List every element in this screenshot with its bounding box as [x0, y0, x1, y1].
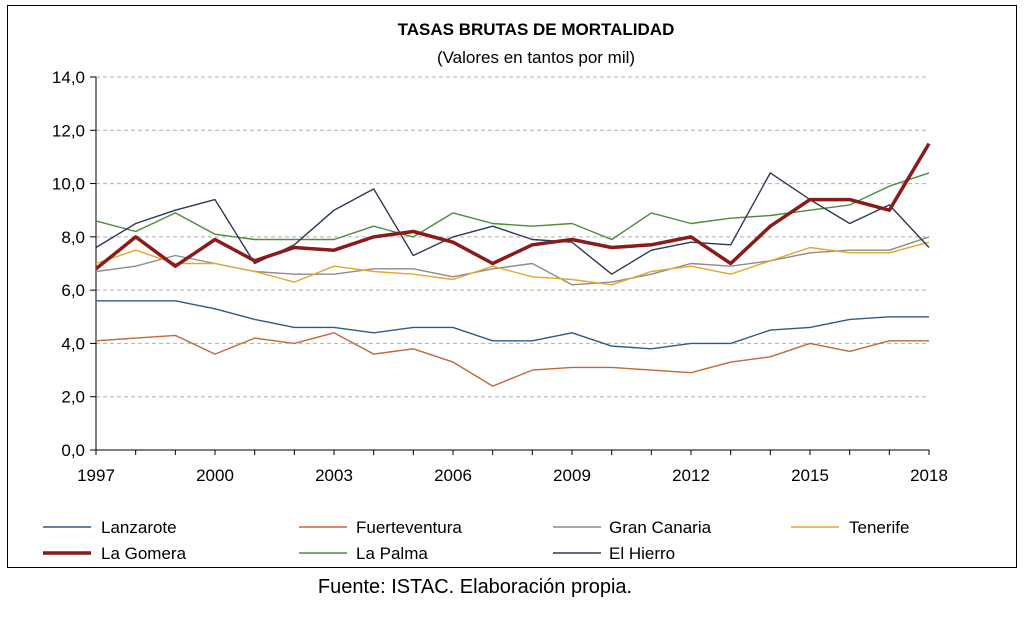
x-tick-label: 2018 — [910, 466, 948, 485]
x-tick-label: 2006 — [434, 466, 472, 485]
legend-label: Lanzarote — [101, 518, 177, 537]
series-line-el-hierro — [95, 172, 930, 275]
x-tick-label: 1997 — [77, 466, 115, 485]
source-note: Fuente: ISTAC. Elaboración propia. — [317, 576, 633, 598]
series-line-la-palma — [95, 172, 930, 241]
legend-label: Fuerteventura — [356, 518, 462, 537]
series-line-tenerife — [95, 241, 930, 286]
y-tick-label: 8,0 — [61, 228, 85, 247]
x-tick-label: 2015 — [791, 466, 829, 485]
legend-label: El Hierro — [609, 544, 675, 563]
y-tick-label: 4,0 — [61, 334, 85, 353]
chart-subtitle: (Valores en tantos por mil) — [437, 48, 635, 67]
y-tick-label: 14,0 — [52, 68, 85, 87]
series-line-la-gomera — [94, 142, 931, 271]
series-line-lanzarote — [96, 300, 929, 350]
y-tick-label: 12,0 — [52, 121, 85, 140]
x-tick-label: 2012 — [672, 466, 710, 485]
y-tick-label: 0,0 — [61, 441, 85, 460]
legend-label: La Palma — [356, 544, 428, 563]
legend-label: La Gomera — [101, 544, 187, 563]
chart-title: TASAS BRUTAS DE MORTALIDAD — [398, 20, 675, 39]
x-tick-label: 2003 — [315, 466, 353, 485]
chart: TASAS BRUTAS DE MORTALIDAD (Valores en ta… — [43, 20, 948, 563]
series-line-fuerteventura — [95, 332, 929, 387]
legend-label: Tenerife — [849, 518, 909, 537]
x-tick-label: 2009 — [553, 466, 591, 485]
x-tick-label: 2000 — [196, 466, 234, 485]
y-tick-label: 6,0 — [61, 281, 85, 300]
y-tick-label: 10,0 — [52, 175, 85, 194]
chart-frame: TASAS BRUTAS DE MORTALIDAD (Valores en ta… — [7, 5, 1017, 568]
legend-label: Gran Canaria — [609, 518, 712, 537]
y-tick-label: 2,0 — [61, 388, 85, 407]
